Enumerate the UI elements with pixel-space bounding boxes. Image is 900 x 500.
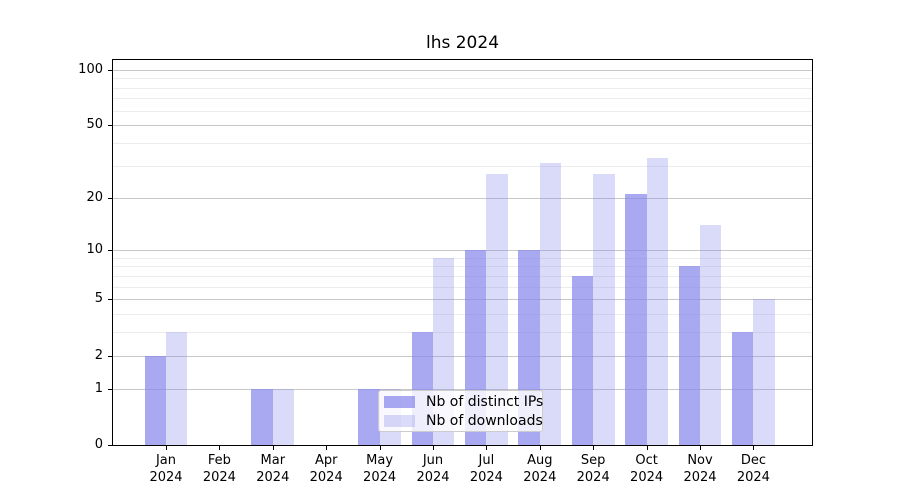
gridline-minor-9	[113, 257, 812, 259]
bar-distinct-ips-nov	[678, 266, 700, 445]
y-tick-mark-0	[108, 445, 112, 446]
gridline-major-20	[113, 197, 812, 199]
x-tick-label-aug: Aug 2024	[523, 453, 557, 485]
x-tick-label-sep: Sep 2024	[576, 453, 610, 485]
y-tick-label-0: 0	[94, 437, 103, 452]
plot-area: Nb of distinct IPs Nb of downloads	[112, 59, 813, 446]
bar-downloads-mar	[272, 388, 295, 445]
bar-distinct-ips-sep	[571, 275, 594, 445]
legend-swatch-distinct-ips	[384, 395, 415, 408]
y-tick-label-10: 10	[86, 242, 103, 258]
bar-distinct-ips-may	[358, 388, 380, 445]
x-tick-mark-oct	[646, 446, 648, 450]
x-tick-mark-nov	[700, 446, 701, 450]
bar-downloads-jan	[166, 332, 188, 445]
x-tick-mark-may	[379, 446, 381, 450]
x-tick-label-jan: Jan 2024	[149, 453, 183, 485]
gridline-minor-3	[113, 332, 812, 334]
gridline-major-100	[113, 69, 812, 71]
legend-label-downloads: Nb of downloads	[426, 412, 543, 429]
bars-layer	[113, 60, 812, 445]
gridline-minor-30	[113, 165, 812, 167]
y-tick-mark-100	[108, 69, 112, 71]
gridline-major-2	[113, 355, 812, 357]
y-tick-label-100: 100	[78, 61, 103, 77]
gridline-minor-4	[113, 314, 812, 316]
x-tick-label-jun: Jun 2024	[416, 453, 450, 485]
x-tick-label-oct: Oct 2024	[630, 453, 664, 485]
y-tick-label-5: 5	[94, 291, 103, 307]
x-tick-label-nov: Nov 2024	[683, 453, 717, 485]
bar-distinct-ips-mar	[251, 388, 273, 445]
bar-downloads-sep	[593, 174, 615, 445]
bar-downloads-oct	[646, 158, 668, 445]
bar-distinct-ips-jan	[144, 355, 166, 445]
y-tick-label-1: 1	[94, 380, 103, 396]
y-tick-mark-50	[108, 125, 112, 127]
y-tick-mark-2	[108, 355, 112, 357]
legend-swatch-downloads	[384, 414, 415, 427]
y-tick-mark-10	[108, 250, 112, 252]
legend: Nb of distinct IPs Nb of downloads	[378, 390, 543, 432]
gridline-minor-80	[113, 87, 812, 89]
bar-downloads-jul	[486, 174, 508, 445]
x-tick-mark-apr	[326, 446, 328, 450]
bar-downloads-aug	[539, 163, 562, 445]
x-tick-label-feb: Feb 2024	[202, 453, 236, 485]
x-tick-mark-sep	[593, 446, 595, 450]
gridline-minor-7	[113, 275, 812, 277]
gridline-minor-90	[113, 78, 812, 80]
x-tick-label-mar: Mar 2024	[256, 453, 290, 485]
bar-downloads-dec	[753, 299, 775, 445]
gridline-major-5	[113, 299, 812, 301]
x-tick-label-jul: Jul 2024	[469, 453, 503, 485]
bar-distinct-ips-dec	[732, 332, 754, 445]
y-tick-mark-5	[108, 299, 112, 301]
x-tick-mark-dec	[753, 446, 755, 450]
gridline-minor-8	[113, 266, 812, 268]
y-tick-mark-1	[108, 388, 112, 390]
x-tick-label-apr: Apr 2024	[309, 453, 343, 485]
y-tick-label-2: 2	[94, 347, 103, 363]
y-tick-label-50: 50	[86, 117, 103, 133]
y-tick-label-20: 20	[86, 189, 103, 205]
x-tick-mark-mar	[272, 446, 274, 450]
x-tick-label-dec: Dec 2024	[736, 453, 770, 485]
gridlines-layer	[113, 60, 812, 445]
bar-downloads-nov	[700, 224, 722, 445]
gridline-minor-70	[113, 98, 812, 100]
gridline-major-1	[113, 388, 812, 390]
gridline-minor-40	[113, 143, 812, 145]
gridline-minor-6	[113, 286, 812, 288]
x-tick-mark-jul	[486, 446, 488, 450]
x-tick-mark-jan	[166, 446, 167, 450]
gridline-major-50	[113, 125, 812, 127]
legend-item-downloads: Nb of downloads	[384, 414, 543, 428]
gridline-minor-60	[113, 110, 812, 112]
x-tick-mark-feb	[219, 446, 221, 450]
bar-distinct-ips-oct	[625, 193, 647, 445]
chart-title: lhs 2024	[425, 33, 500, 53]
gridline-major-10	[113, 250, 812, 252]
x-tick-mark-jun	[433, 446, 434, 450]
legend-label-distinct-ips: Nb of distinct IPs	[426, 393, 544, 410]
x-tick-label-may: May 2024	[363, 453, 397, 485]
x-tick-mark-aug	[539, 446, 541, 450]
y-tick-mark-20	[108, 197, 112, 199]
legend-item-distinct-ips: Nb of distinct IPs	[384, 395, 543, 409]
